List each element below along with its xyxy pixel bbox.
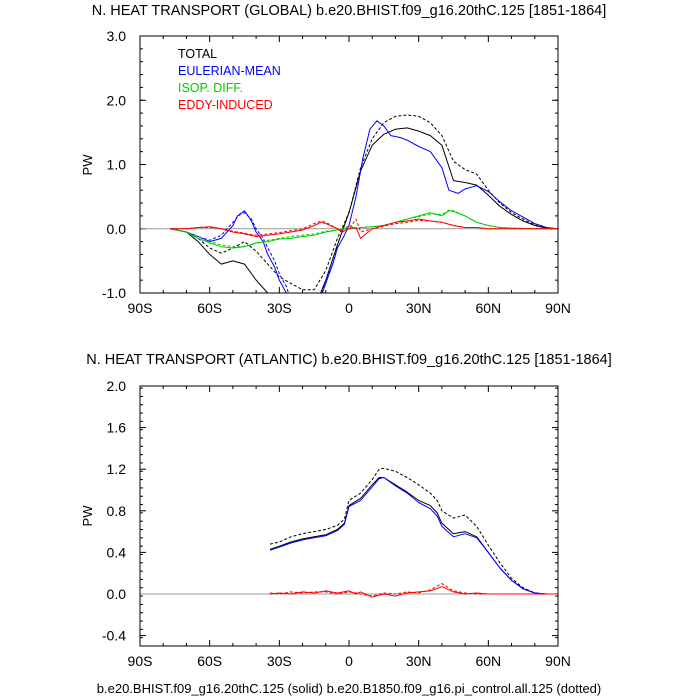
global-ticks: 90S 60S 30S 0 30N 60N 90N -1.0 0.0 1.0 2.0 3.0 <box>102 28 571 316</box>
global-panel: N. HEAT TRANSPORT (GLOBAL) b.e20.BHIST.f… <box>80 3 607 316</box>
global-ytick-label: 3.0 <box>107 28 127 44</box>
global-series-isop-diff <box>170 210 558 249</box>
global-series-eddy-induced <box>170 218 558 239</box>
atlantic-ticks: 90S 60S 30S 0 30N 60N 90N -0.4 0.0 0.4 0.8 1.2 1.6 2.… <box>102 378 571 669</box>
global-series-total <box>170 127 558 293</box>
atlantic-ytick-label: 1.6 <box>107 420 127 436</box>
atlantic-xtick-label: 90S <box>128 653 153 669</box>
atlantic-ytick-label: 0.4 <box>107 544 127 560</box>
global-series-total-control <box>170 114 558 291</box>
legend: TOTAL EULERIAN-MEAN ISOP. DIFF. EDDY-IND… <box>178 47 281 112</box>
atlantic-ytick-label: 0.0 <box>107 586 127 602</box>
global-xtick-label: 90S <box>128 300 153 316</box>
atlantic-series-eddy-induced <box>269 586 558 598</box>
global-series-eulerian-mean-control <box>170 212 338 293</box>
global-series-isop-diff-control <box>170 209 558 248</box>
legend-isop-diff: ISOP. DIFF. <box>178 81 243 95</box>
global-xtick-label: 60N <box>475 300 501 316</box>
global-series <box>140 114 558 293</box>
global-series-eulerian-mean <box>170 120 558 293</box>
global-xtick-label: 0 <box>345 300 353 316</box>
legend-eddy-induced: EDDY-INDUCED <box>178 98 273 112</box>
atlantic-series-eddy-induced-control <box>269 583 558 597</box>
figure-footer: b.e20.BHIST.f09_g16.20thC.125 (solid) b.… <box>97 681 601 696</box>
atlantic-series-total <box>269 477 558 595</box>
atlantic-ytick-label: 2.0 <box>107 378 127 394</box>
atlantic-series <box>140 467 558 598</box>
global-ytick-label: 0.0 <box>107 221 127 237</box>
global-title: N. HEAT TRANSPORT (GLOBAL) b.e20.BHIST.f… <box>92 3 607 19</box>
atlantic-ytick-label: 1.2 <box>107 461 127 477</box>
atlantic-series-total-control <box>269 467 558 595</box>
global-plot-frame <box>139 35 559 294</box>
atlantic-plot-frame <box>139 385 559 647</box>
atlantic-xtick-label: 60S <box>197 653 222 669</box>
global-series-eddy-induced-control <box>170 218 558 236</box>
global-xtick-label: 90N <box>545 300 571 316</box>
atlantic-xtick-label: 30S <box>267 653 292 669</box>
global-ytick-label: 1.0 <box>107 157 127 173</box>
atlantic-title: N. HEAT TRANSPORT (ATLANTIC) b.e20.BHIST… <box>86 352 611 368</box>
global-xtick-label: 30N <box>406 300 432 316</box>
atlantic-xtick-label: 90N <box>545 653 571 669</box>
global-ylabel: PW <box>80 154 95 176</box>
atlantic-ytick-label: 0.8 <box>107 503 127 519</box>
global-xtick-label: 60S <box>197 300 222 316</box>
legend-eulerian-mean: EULERIAN-MEAN <box>178 64 281 78</box>
atlantic-xtick-label: 0 <box>345 653 353 669</box>
atlantic-xtick-label: 30N <box>406 653 432 669</box>
global-ytick-label: -1.0 <box>102 285 126 301</box>
atlantic-ylabel: PW <box>80 505 95 527</box>
global-xtick-label: 30S <box>267 300 292 316</box>
atlantic-xtick-label: 60N <box>475 653 501 669</box>
global-ytick-label: 2.0 <box>107 92 127 108</box>
atlantic-panel: N. HEAT TRANSPORT (ATLANTIC) b.e20.BHIST… <box>80 352 612 669</box>
atlantic-ytick-label: -0.4 <box>102 628 126 644</box>
atlantic-series-eulerian-mean <box>269 477 558 595</box>
legend-total: TOTAL <box>178 47 217 61</box>
